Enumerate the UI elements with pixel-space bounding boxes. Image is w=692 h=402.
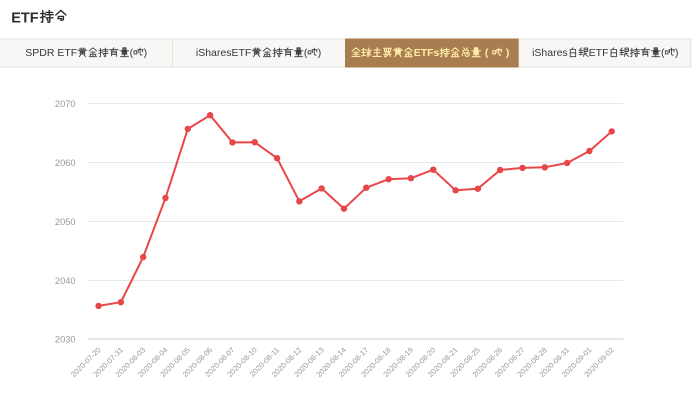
svg-text:(: ( [130, 47, 134, 59]
svg-text:2070: 2070 [55, 99, 76, 109]
svg-text:2060: 2060 [55, 158, 76, 168]
svg-text:ETF: ETF [589, 47, 609, 59]
svg-text:(: ( [661, 47, 665, 59]
svg-text:): ) [506, 47, 510, 59]
svg-text:): ) [144, 47, 148, 59]
svg-text:iSharesETF: iSharesETF [196, 47, 251, 59]
svg-text:): ) [318, 47, 322, 59]
svg-text:(: ( [485, 47, 489, 59]
svg-text:): ) [675, 47, 679, 59]
svg-text:iShares: iShares [532, 47, 568, 59]
svg-text:2050: 2050 [55, 217, 76, 227]
svg-text:SPDR ETF: SPDR ETF [25, 47, 77, 59]
svg-text:ETF: ETF [11, 11, 39, 27]
svg-text:(: ( [304, 47, 308, 59]
svg-text:2030: 2030 [55, 334, 76, 344]
svg-text:2040: 2040 [55, 276, 76, 286]
svg-text:ETFs: ETFs [414, 47, 440, 59]
